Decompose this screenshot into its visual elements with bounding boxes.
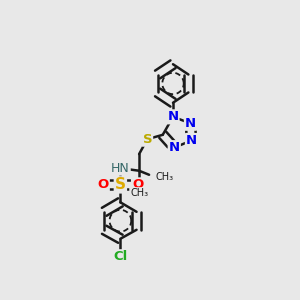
Text: Cl: Cl bbox=[113, 250, 128, 263]
Text: N: N bbox=[167, 110, 178, 123]
Text: O: O bbox=[98, 178, 109, 191]
Text: HN: HN bbox=[111, 162, 130, 175]
Text: O: O bbox=[132, 178, 143, 191]
Text: N: N bbox=[169, 141, 180, 154]
Text: N: N bbox=[186, 134, 197, 147]
Text: S: S bbox=[142, 133, 152, 146]
Text: N: N bbox=[185, 117, 196, 130]
Text: CH₃: CH₃ bbox=[155, 172, 173, 182]
Text: S: S bbox=[115, 177, 126, 192]
Text: CH₃: CH₃ bbox=[130, 188, 148, 198]
